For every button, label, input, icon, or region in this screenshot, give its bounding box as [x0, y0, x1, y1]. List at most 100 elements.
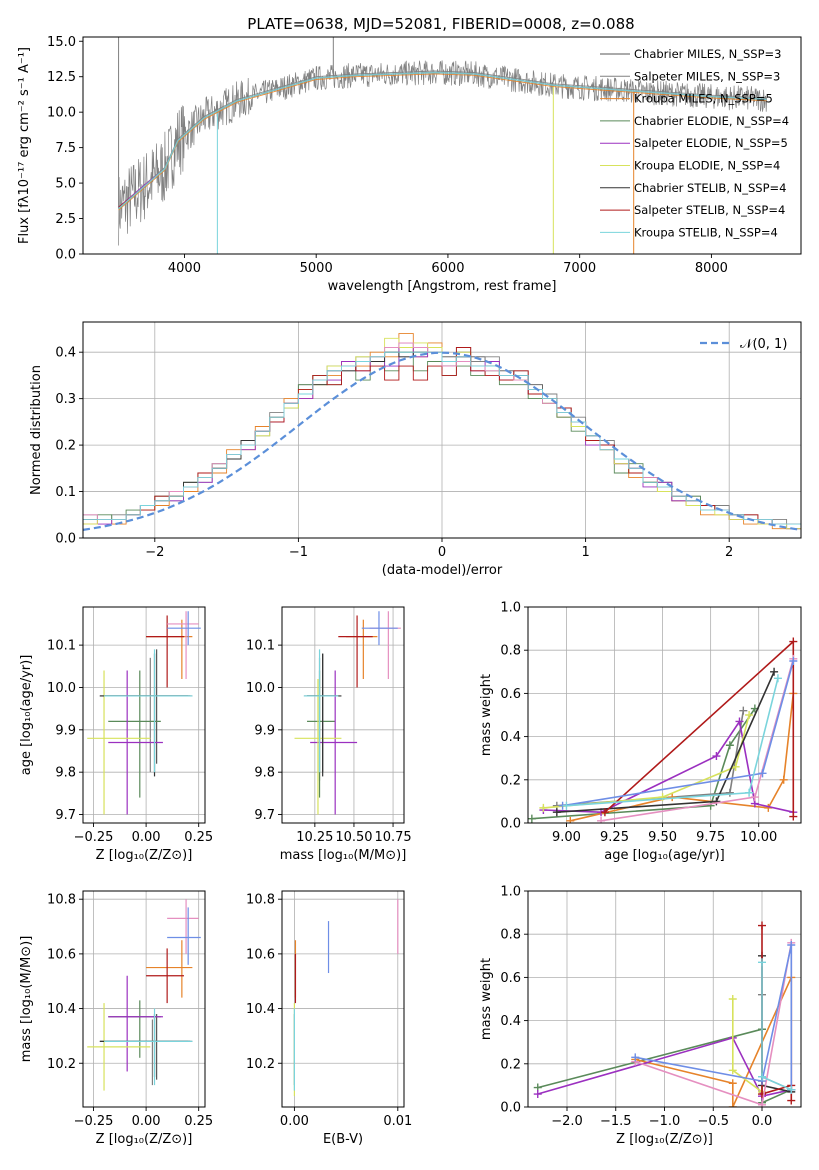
weight-marker	[745, 711, 754, 719]
x-tick-label: −0.25	[74, 830, 114, 845]
data-point-10	[104, 1008, 193, 1086]
normal-reference-curve	[83, 351, 801, 531]
y-tick-label: 0.6	[500, 687, 521, 702]
y-tick-label: 10.4	[246, 1002, 275, 1017]
figure-title: PLATE=0638, MJD=52081, FIBERID=0008, z=0…	[247, 15, 634, 33]
plot-area	[293, 899, 399, 1097]
legend-entry: Kroupa STELIB, N_SSP=4	[634, 225, 778, 239]
model-spectrum-1	[118, 70, 767, 208]
weight-marker	[533, 1090, 542, 1099]
x-tick-label: 1	[581, 545, 589, 560]
x-tick-label: 0.00	[132, 1114, 161, 1129]
y-tick-label: 0.0	[55, 248, 76, 263]
x-tick-label: 8000	[695, 261, 728, 276]
residuals-histogram-panel: −2 −1 0 1 2 0.0 0.1 0.2 0.3 0.4 (data-model)/error…	[29, 321, 802, 578]
y-tick-label: 9.7	[254, 808, 275, 823]
y-tick-label: 10.1	[47, 639, 76, 654]
axes-frame	[281, 890, 405, 1108]
x-tick-label: 9.25	[600, 830, 629, 845]
data-point-7	[338, 615, 373, 688]
legend-entry: Salpeter STELIB, N_SSP=4	[634, 203, 785, 217]
x-axis-label: wavelength [Angstrom, rest frame]	[328, 279, 557, 294]
x-axis-label: E(B-V)	[323, 1132, 363, 1147]
x-tick-label: 10.50	[335, 830, 372, 845]
x-tick-label: −2	[145, 545, 164, 560]
legend-entry: Salpeter ELODIE, N_SSP=5	[634, 136, 788, 150]
data-point-9	[167, 611, 201, 646]
weight-marker	[745, 788, 754, 797]
x-axis-label: mass [log₁₀(M/M⊙)]	[280, 848, 407, 863]
y-tick-label: 9.8	[254, 766, 275, 781]
weight-marker	[725, 788, 734, 797]
y-tick-label: 9.9	[254, 723, 275, 738]
y-tick-label: 15.0	[47, 35, 76, 50]
plot-area	[533, 921, 796, 1107]
weight-marker	[528, 814, 536, 823]
weight-series-8	[635, 944, 793, 1090]
y-tick-label: 10.6	[47, 947, 76, 962]
y-tick-label: 10.6	[246, 947, 275, 962]
weight-marker	[787, 1085, 796, 1094]
y-axis-label: age [log₁₀(age/yr)]	[19, 655, 34, 776]
data-point-5	[87, 670, 151, 815]
data-point-9	[361, 611, 398, 646]
y-tick-label: 10.2	[47, 1057, 76, 1072]
y-axis-label: mass weight	[479, 674, 494, 756]
x-tick-label: −0.5	[697, 1114, 729, 1129]
y-tick-label: 0.4	[500, 730, 521, 745]
data-point-8	[167, 899, 199, 954]
weight-marker	[758, 921, 766, 930]
weight-marker	[728, 995, 737, 1003]
data-point-3	[307, 670, 336, 798]
y-tick-label: 9.8	[55, 766, 76, 781]
y-tick-label: 10.0	[246, 681, 275, 696]
x-tick-label: 9.75	[696, 830, 725, 845]
axes: 0.00 0.01 10.2 10.4 10.6 10.8 E(B-V)	[246, 890, 412, 1147]
data-point-6	[307, 653, 342, 777]
data-point-0	[99, 649, 189, 764]
weight-marker	[773, 674, 782, 683]
plot-area	[118, 37, 768, 254]
x-tick-label: 5000	[300, 261, 333, 276]
x-tick-label: 0.00	[280, 1114, 309, 1129]
weight-marker	[658, 793, 667, 802]
x-tick-label: 7000	[563, 261, 596, 276]
legend-entry: 𝒩(0, 1)	[740, 337, 787, 352]
legend: 𝒩(0, 1)	[700, 337, 787, 352]
y-tick-label: 12.5	[47, 70, 76, 85]
data-point-10	[303, 649, 339, 773]
plot-area	[87, 611, 201, 815]
data-point-10	[104, 649, 193, 773]
y-tick-label: 2.5	[55, 212, 76, 227]
y-tick-label: 10.0	[47, 681, 76, 696]
axes-frame	[82, 36, 802, 255]
weight-marker	[739, 706, 748, 715]
y-tick-label: 0.2	[500, 773, 521, 788]
x-tick-label: 0.25	[184, 830, 213, 845]
axes: 4000 5000 6000 7000 8000 0.0 2.5 5.0 7.5 10.0 12.5…	[17, 35, 802, 294]
y-tick-label: 10.0	[47, 106, 76, 121]
axes-frame	[527, 606, 802, 824]
weight-marker	[787, 941, 796, 949]
weight-marker	[735, 717, 744, 726]
weight-marker	[758, 769, 767, 778]
x-tick-label: 9.50	[648, 830, 677, 845]
axes: −2 −1 0 1 2 0.0 0.1 0.2 0.3 0.4 (data-model)/error…	[29, 321, 802, 578]
y-axis-label: Normed distribution	[29, 365, 44, 495]
data-point-9	[167, 907, 201, 965]
y-tick-label: 10.4	[47, 1002, 76, 1017]
x-axis-label: Z [log₁₀(Z/Z⊙)]	[616, 1132, 713, 1147]
weight-marker	[668, 793, 677, 802]
x-tick-label: 2	[725, 545, 733, 560]
y-tick-label: 1.0	[500, 601, 521, 616]
weight-marker	[600, 808, 609, 817]
y-tick-label: 0.3	[55, 392, 76, 407]
x-axis-label: Z [log₁₀(Z/Z⊙)]	[96, 848, 193, 863]
weight-marker	[758, 1100, 766, 1107]
data-point-2	[146, 940, 193, 998]
weight-marker	[789, 657, 798, 665]
y-axis-label: mass [log₁₀(M/M⊙)]	[19, 936, 34, 1063]
axes: 9.00 9.25 9.50 9.75 10.00 0.0 0.2 0.4 0.6 0.8 1.0 a…	[479, 601, 802, 863]
weight-vs-metallicity-panel: −2.0 −1.5 −1.0 −0.5 0.0 0.0 0.2 0.4 0.6 0.8 1.0 Z […	[479, 885, 802, 1147]
x-tick-label: 0.00	[132, 830, 161, 845]
